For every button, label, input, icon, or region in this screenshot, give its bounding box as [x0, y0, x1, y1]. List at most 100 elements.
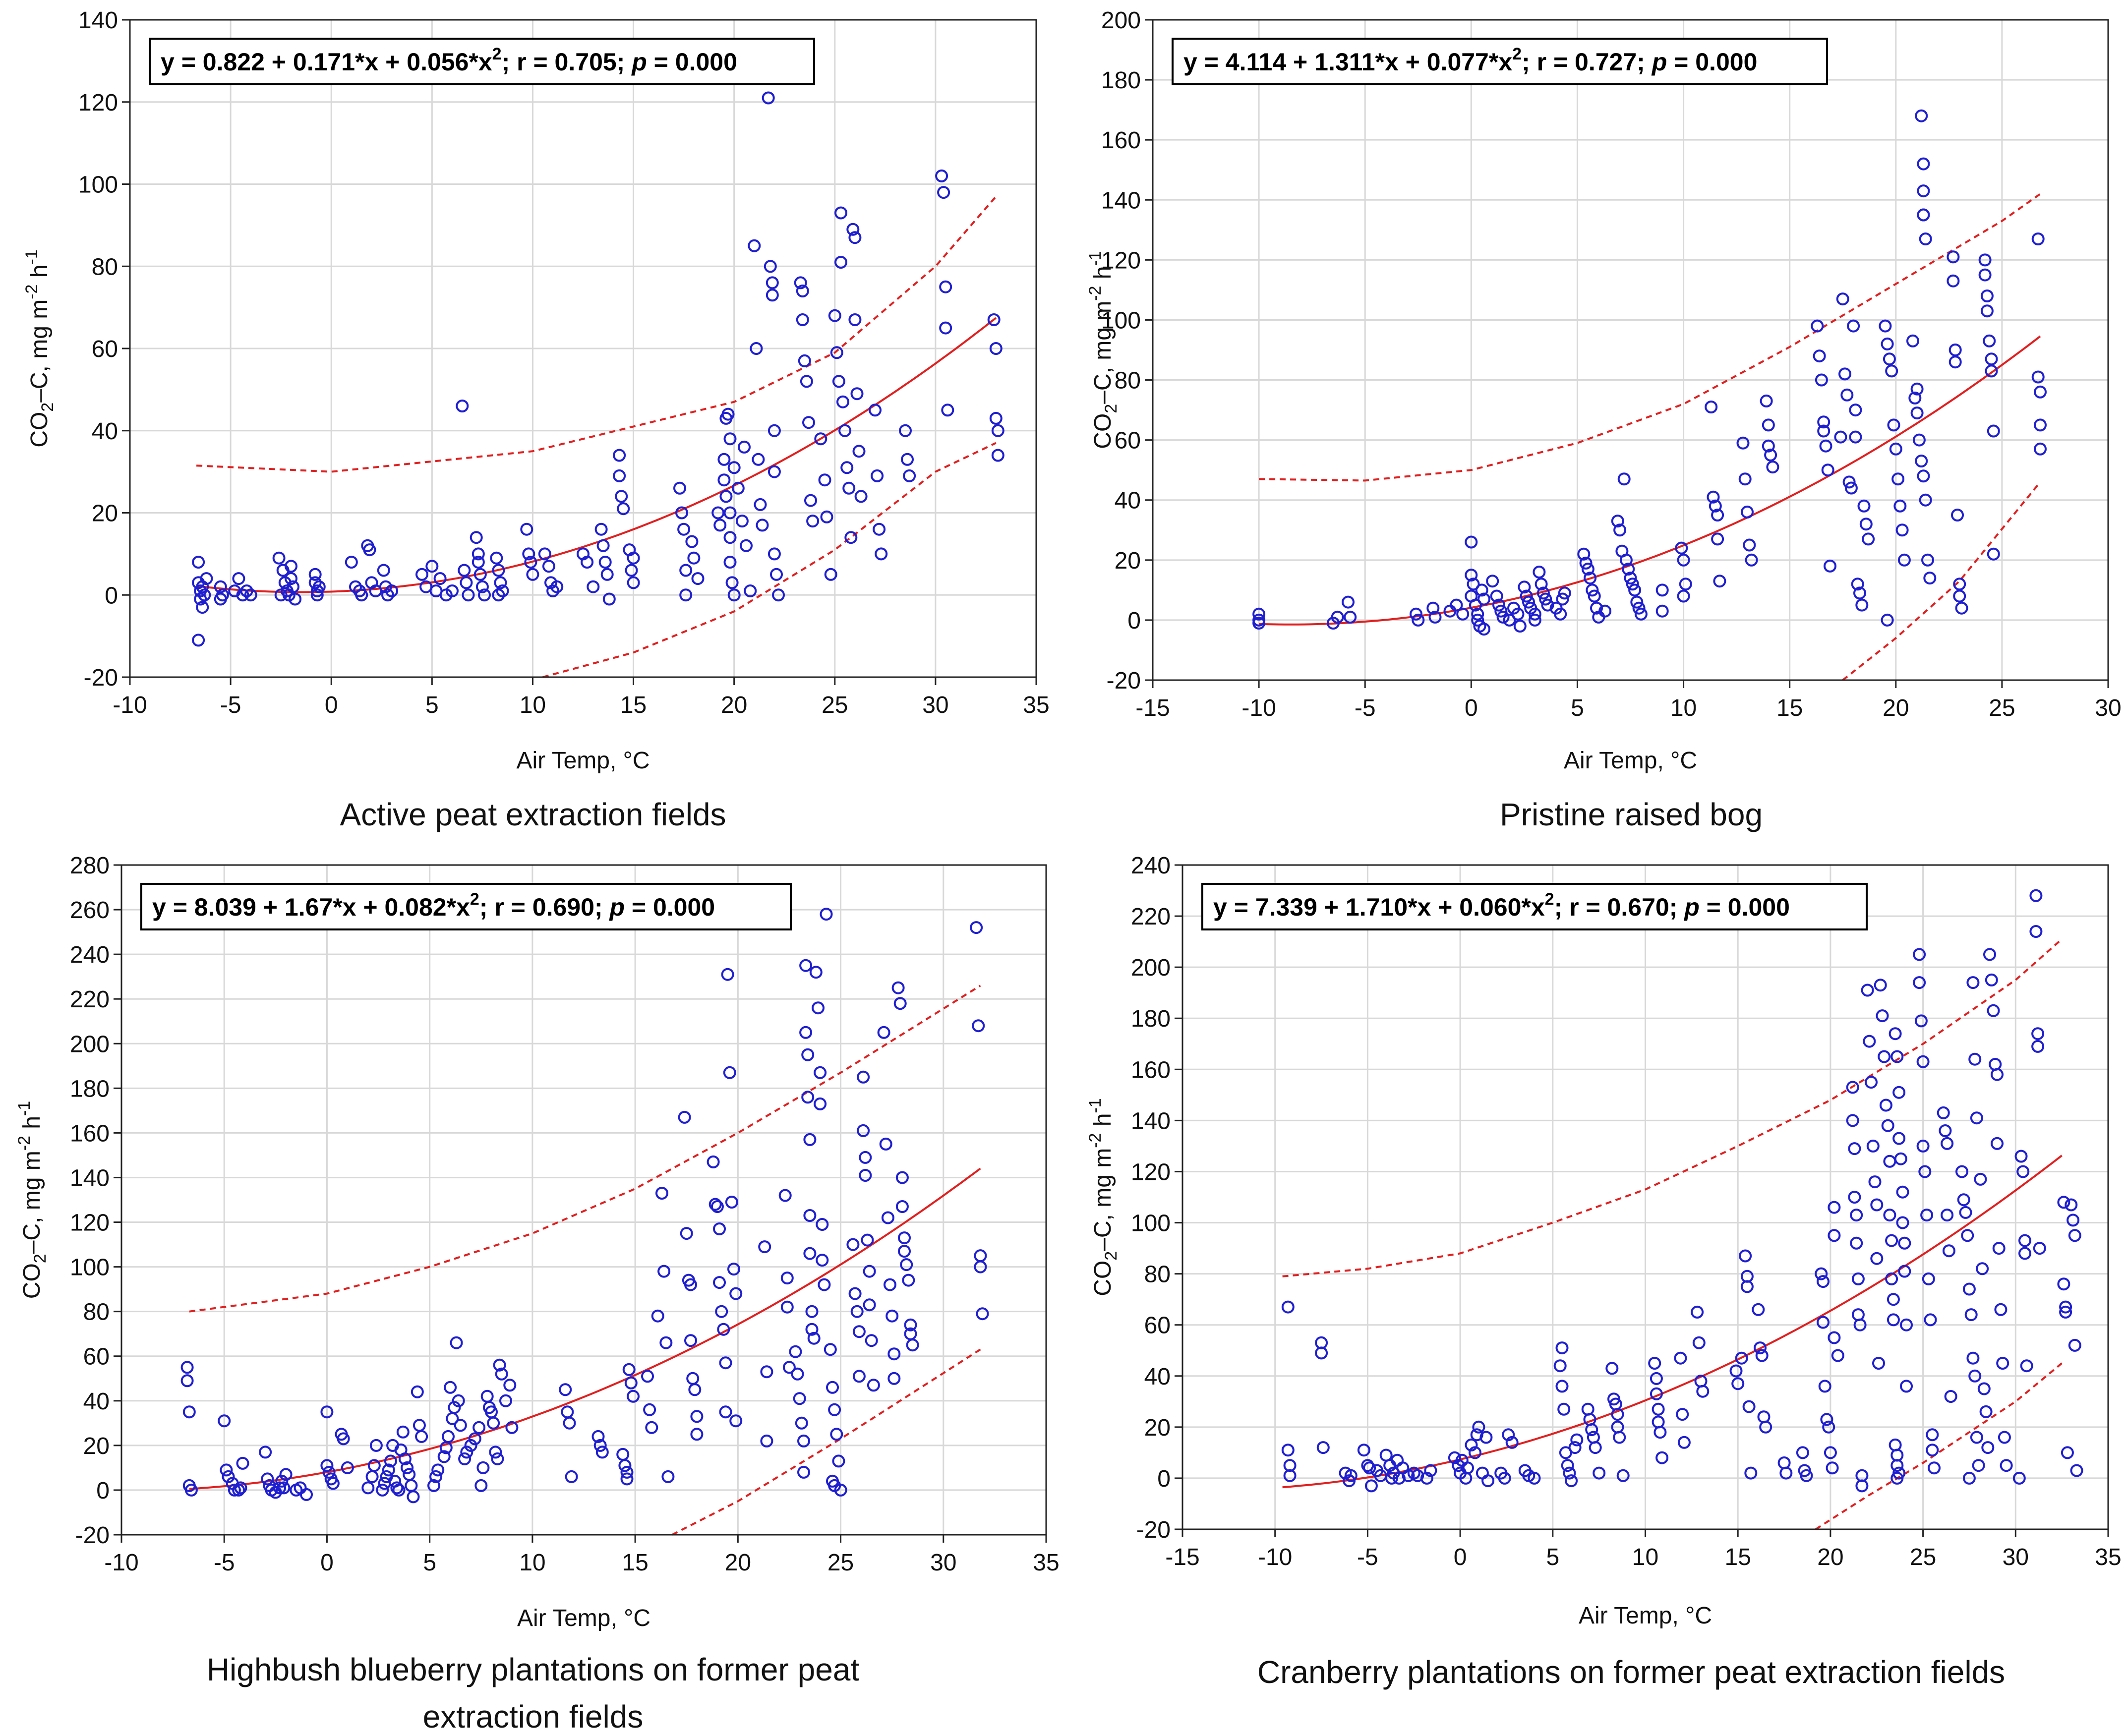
data-point	[1736, 436, 1750, 450]
data-point	[1711, 509, 1724, 521]
data-point	[690, 1410, 704, 1423]
data-point	[390, 1481, 404, 1495]
data-point	[1707, 490, 1720, 504]
data-point	[1890, 1471, 1904, 1485]
data-point	[1980, 289, 1994, 302]
data-point	[1622, 563, 1635, 576]
data-point	[425, 560, 439, 573]
data-point	[1281, 1300, 1295, 1314]
data-point	[1676, 1408, 1689, 1421]
data-point	[711, 506, 725, 520]
data-point	[563, 1416, 576, 1430]
data-point	[1947, 250, 1960, 264]
data-point	[677, 522, 691, 536]
data-point	[791, 1367, 804, 1381]
data-point	[367, 1459, 381, 1472]
equation-stats: ; r = 0.705;	[502, 48, 632, 76]
data-point	[1887, 1313, 1900, 1327]
data-point	[1937, 1106, 1950, 1119]
data-point	[789, 1345, 802, 1358]
data-point	[844, 531, 858, 544]
data-point	[1677, 553, 1690, 567]
x-tick-label: 30	[930, 1550, 956, 1576]
data-point	[1962, 1282, 1976, 1296]
data-point	[1505, 1436, 1519, 1449]
data-point	[1889, 442, 1902, 456]
data-point	[1849, 404, 1862, 417]
data-point	[828, 1479, 841, 1492]
data-point	[499, 1394, 512, 1407]
data-point	[627, 576, 640, 589]
data-point	[377, 564, 390, 577]
y-tick-label: 240	[70, 942, 110, 968]
x-tick-label: 15	[1776, 695, 1803, 721]
data-point	[285, 572, 297, 585]
x-tick-label: 20	[1817, 1544, 1843, 1570]
data-point	[768, 465, 781, 478]
plot-frame	[120, 864, 1047, 1536]
data-point	[587, 580, 600, 593]
equation-box	[149, 38, 815, 85]
data-point	[1568, 1441, 1582, 1454]
data-point	[1502, 1428, 1515, 1442]
y-tick-label: 60	[1115, 428, 1141, 454]
data-point	[1477, 592, 1490, 606]
data-point	[723, 506, 737, 520]
y-tick-label: 140	[1131, 1108, 1171, 1134]
data-point	[1357, 1444, 1370, 1457]
data-point	[1586, 583, 1599, 597]
data-point	[1696, 1385, 1710, 1398]
data-point	[1796, 1446, 1809, 1459]
data-point	[758, 1240, 771, 1254]
data-point	[407, 1490, 420, 1504]
data-point	[1819, 439, 1832, 453]
data-point	[1987, 424, 2000, 438]
data-point	[1847, 319, 1860, 333]
data-point	[538, 547, 551, 561]
data-point	[1674, 1351, 1687, 1365]
data-point	[491, 1452, 504, 1465]
data-point	[713, 1276, 726, 1289]
data-point	[709, 1198, 722, 1211]
data-point	[1741, 505, 1754, 519]
data-point	[1981, 1441, 1995, 1454]
data-point	[673, 481, 686, 495]
data-point	[805, 1305, 819, 1318]
data-point	[476, 1461, 490, 1474]
data-point	[750, 342, 763, 355]
x-axis-title: Air Temp, °C	[517, 1605, 650, 1631]
data-point	[1878, 1050, 1891, 1063]
confidence-lower-line	[1815, 1362, 2063, 1530]
data-point	[1315, 1346, 1328, 1360]
plot-frame	[1181, 864, 2109, 1530]
data-point	[1838, 367, 1851, 381]
data-point	[236, 1456, 249, 1470]
data-point	[593, 1439, 607, 1452]
data-point	[2018, 1247, 2031, 1260]
data-point	[1652, 1402, 1665, 1416]
data-point	[2059, 1300, 2072, 1314]
plot-frame	[1152, 19, 2109, 681]
x-tick-label: 30	[2003, 1544, 2029, 1570]
data-point	[1598, 604, 1612, 618]
y-title-sup-h: -1	[1086, 251, 1105, 266]
data-point	[748, 239, 761, 252]
data-point	[1555, 1341, 1569, 1355]
equation-main: y = 7.339 + 1.710*x + 0.060*x	[1213, 893, 1545, 921]
data-point	[1977, 1382, 1991, 1395]
data-point	[1475, 583, 1488, 597]
data-point	[1955, 1165, 1968, 1178]
data-point	[1920, 1209, 1934, 1222]
y-tick-label: 20	[83, 1433, 110, 1459]
y-tick-label: 60	[1144, 1313, 1171, 1339]
x-tick-label: 30	[2095, 695, 2121, 721]
data-point	[1881, 1119, 1894, 1132]
data-point	[772, 588, 785, 602]
panel-pristine-raised-bog: -15 -10 -5 0 5 10 15 20 25 30 -20 0 20 40 60 80 100 120 14…	[1086, 7, 2122, 832]
data-point	[1821, 463, 1834, 477]
data-point	[826, 1381, 839, 1394]
x-tick-label: 15	[622, 1550, 648, 1576]
data-point	[754, 498, 767, 511]
y-tick-label: 0	[96, 1478, 110, 1504]
data-point	[1851, 1272, 1865, 1285]
